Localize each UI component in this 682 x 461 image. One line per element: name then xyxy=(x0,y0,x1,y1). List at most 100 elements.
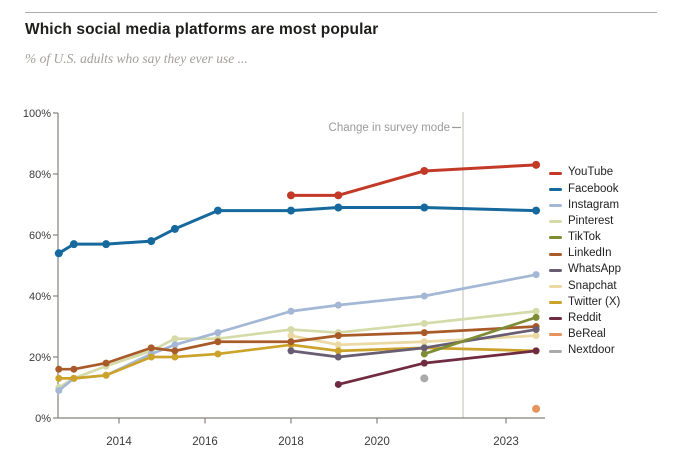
twitter-x-point xyxy=(55,374,63,382)
legend-item-tiktok: TikTok xyxy=(549,230,621,246)
pinterest-point xyxy=(287,326,295,334)
y-tick-label: 20% xyxy=(29,352,51,364)
twitter-x-point xyxy=(214,350,222,358)
facebook-legend-swatch xyxy=(549,187,562,191)
reddit-point xyxy=(532,347,540,355)
nextdoor-legend-swatch xyxy=(549,349,562,353)
whatsapp-line xyxy=(289,328,538,359)
top-divider xyxy=(25,12,657,13)
reddit-point xyxy=(334,380,342,388)
whatsapp-point xyxy=(334,353,342,361)
legend-item-reddit: Reddit xyxy=(549,311,621,327)
twitter-x-point xyxy=(171,353,179,361)
bereal-legend-swatch xyxy=(549,333,562,337)
linkedin-point xyxy=(171,347,179,355)
linkedin-point xyxy=(334,332,342,340)
y-tick-label: 80% xyxy=(29,169,51,181)
whatsapp-point xyxy=(532,326,540,334)
legend-item-whatsapp: WhatsApp xyxy=(549,262,621,278)
facebook-point xyxy=(532,206,541,215)
legend-label: TikTok xyxy=(568,231,601,244)
twitter-x-legend-swatch xyxy=(549,301,562,305)
instagram-line xyxy=(57,273,538,392)
nextdoor-point xyxy=(420,374,429,383)
linkedin-legend-swatch xyxy=(549,252,562,256)
whatsapp-point xyxy=(287,347,295,355)
chart-title: Which social media platforms are most po… xyxy=(25,21,379,38)
twitter-x-point xyxy=(147,353,155,361)
facebook-point xyxy=(69,240,78,249)
reddit-legend-swatch xyxy=(549,317,562,321)
youtube-point xyxy=(420,166,429,175)
tiktok-line xyxy=(422,316,538,356)
legend-item-linkedin: LinkedIn xyxy=(549,246,621,262)
x-tick-label: 2023 xyxy=(493,436,519,448)
youtube-point xyxy=(334,191,343,200)
instagram-point xyxy=(532,271,540,279)
reddit-point xyxy=(420,359,428,367)
pinterest-point xyxy=(171,335,179,343)
instagram-point xyxy=(420,292,428,300)
survey-mode-annotation-label: Change in survey mode xyxy=(329,122,450,134)
legend-label: Reddit xyxy=(568,312,602,325)
legend-label: Nextdoor xyxy=(568,344,615,357)
legend-label: Twitter (X) xyxy=(568,295,621,308)
linkedin-point xyxy=(102,359,110,367)
snapchat-point xyxy=(532,332,540,340)
pinterest-point xyxy=(420,319,428,327)
facebook-line xyxy=(57,206,538,255)
legend-item-nextdoor: Nextdoor xyxy=(549,343,621,359)
pinterest-legend-swatch xyxy=(549,220,562,224)
linkedin-line xyxy=(57,325,538,371)
pinterest-point xyxy=(532,307,540,315)
linkedin-point xyxy=(55,365,63,373)
youtube-point xyxy=(287,191,295,200)
tiktok-point xyxy=(532,313,540,321)
instagram-point xyxy=(287,307,295,315)
x-tick-label: 2018 xyxy=(278,436,304,448)
instagram-point xyxy=(334,301,342,309)
facebook-point xyxy=(420,203,429,212)
legend-label: Instagram xyxy=(568,198,620,211)
facebook-point xyxy=(213,206,222,215)
whatsapp-legend-swatch xyxy=(549,268,562,272)
x-tick-label: 2016 xyxy=(192,436,218,448)
legend-label: LinkedIn xyxy=(568,247,612,260)
linkedin-point xyxy=(287,338,295,346)
facebook-point xyxy=(334,203,343,212)
snapchat-point xyxy=(287,332,295,340)
legend-label: WhatsApp xyxy=(568,263,622,276)
tiktok-point xyxy=(420,350,428,358)
x-tick-label: 2020 xyxy=(364,436,390,448)
twitter-x-point xyxy=(70,374,78,382)
twitter-x-point xyxy=(334,347,342,355)
snapchat-point xyxy=(334,341,342,349)
chart-subtitle: % of U.S. adults who say they ever use .… xyxy=(25,51,248,66)
instagram-point xyxy=(214,329,222,337)
linkedin-point xyxy=(70,365,78,373)
legend-item-facebook: Facebook xyxy=(549,181,621,197)
y-tick-label: 0% xyxy=(35,413,51,425)
facebook-point xyxy=(287,206,295,215)
whatsapp-point xyxy=(420,344,428,352)
instagram-point xyxy=(171,341,179,349)
legend-label: Snapchat xyxy=(568,279,617,292)
facebook-point xyxy=(102,240,111,249)
y-tick-label: 40% xyxy=(29,291,51,303)
linkedin-point xyxy=(420,329,428,337)
legend-item-snapchat: Snapchat xyxy=(549,278,621,294)
instagram-legend-swatch xyxy=(549,203,562,207)
snapchat-legend-swatch xyxy=(549,284,562,288)
x-tick-label: 2014 xyxy=(106,436,132,448)
youtube-line xyxy=(289,163,538,197)
y-tick-label: 100% xyxy=(23,108,51,120)
legend-label: YouTube xyxy=(568,166,614,179)
legend-label: BeReal xyxy=(568,328,606,341)
youtube-point xyxy=(532,160,541,169)
linkedin-point xyxy=(147,344,155,352)
facebook-point xyxy=(54,249,63,258)
legend-label: Pinterest xyxy=(568,214,614,227)
twitter-x-line xyxy=(57,343,538,380)
youtube-legend-swatch xyxy=(549,171,562,175)
